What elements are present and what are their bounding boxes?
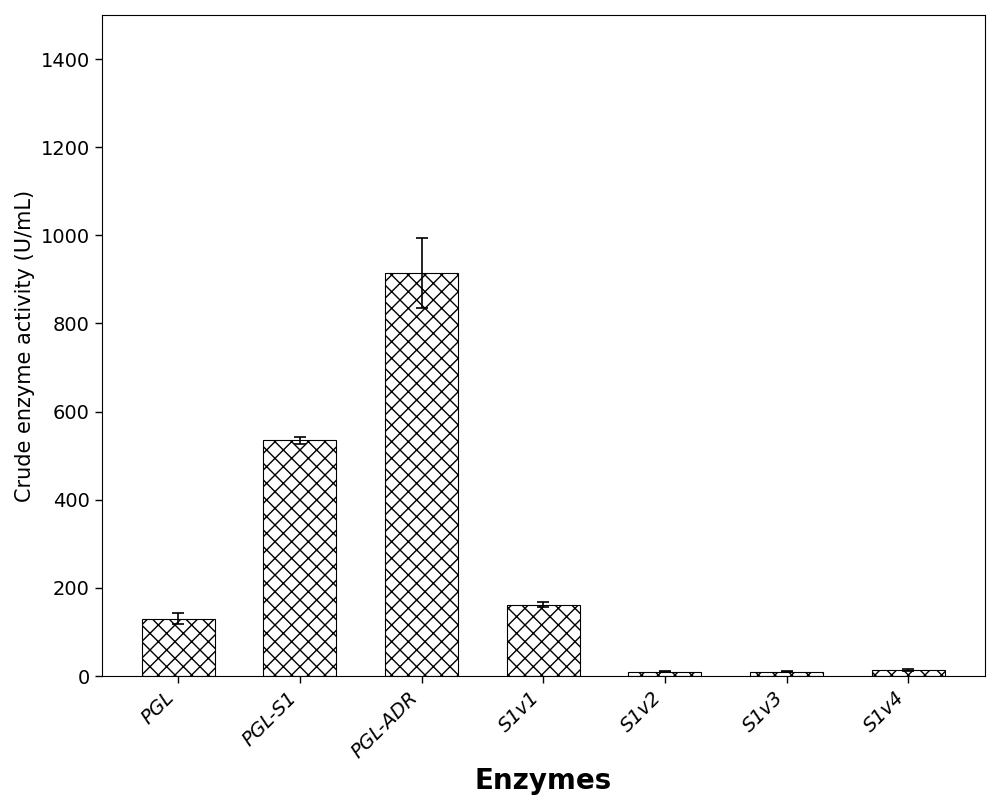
Bar xyxy=(750,671,823,676)
X-axis label: Enzymes: Enzymes xyxy=(475,767,612,795)
Bar xyxy=(507,604,580,676)
Bar xyxy=(142,619,215,676)
Bar xyxy=(263,441,336,676)
Bar xyxy=(628,671,701,676)
Bar xyxy=(385,273,458,676)
Y-axis label: Crude enzyme activity (U/mL): Crude enzyme activity (U/mL) xyxy=(15,190,35,501)
Bar xyxy=(872,670,945,676)
